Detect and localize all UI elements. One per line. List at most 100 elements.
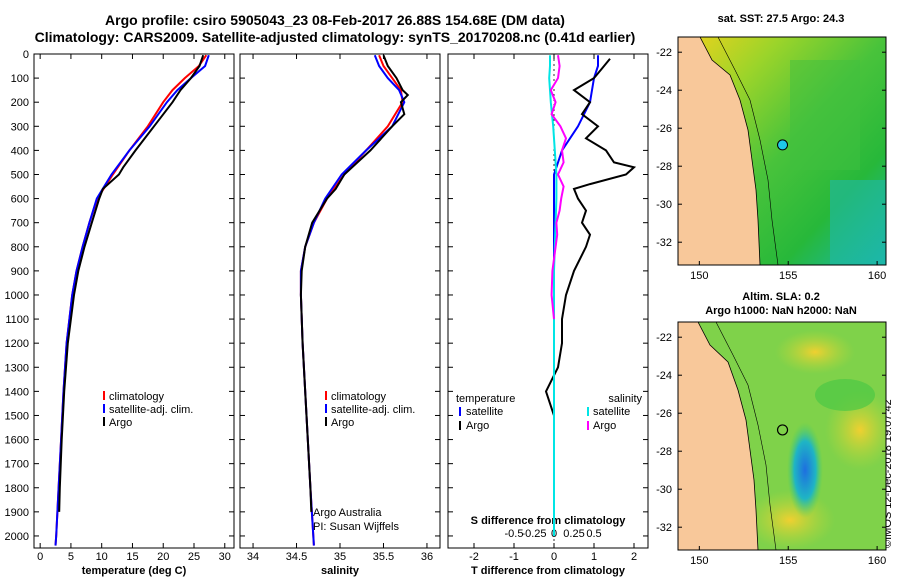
depth-tick-label: 1400: [5, 386, 29, 398]
x-tick-label: 1: [591, 551, 597, 563]
x-tick-label: 34.5: [286, 551, 307, 563]
map-lat-label: -26: [656, 123, 672, 135]
legend-label: satellite: [593, 406, 630, 418]
chart-title-line1: Argo profile: csiro 5905043_23 08-Feb-20…: [105, 12, 565, 28]
legend-label: Argo: [331, 417, 354, 429]
map-lat-label: -32: [656, 522, 672, 534]
x-tick-label: 0: [37, 551, 43, 563]
x-tick-label: -2: [469, 551, 479, 563]
x-tick-label: 5: [68, 551, 74, 563]
legend-label: satellite: [466, 406, 503, 418]
sst-float-marker: [777, 139, 789, 151]
legend-label: satellite-adj. clim.: [331, 404, 415, 416]
sst-map: [678, 37, 886, 265]
x-tick-label: 36: [421, 551, 433, 563]
x-axis-label: salinity: [321, 565, 360, 577]
map-lat-label: -28: [656, 446, 672, 458]
depth-tick-label: 1600: [5, 435, 29, 447]
map-lat-label: -30: [656, 484, 672, 496]
series-line-climatology: [299, 54, 404, 546]
x-axis-label: temperature (deg C): [82, 565, 187, 577]
depth-tick-label: 1300: [5, 362, 29, 374]
sst-map-title: sat. SST: 27.5 Argo: 24.3: [717, 13, 845, 25]
sla-land: [678, 322, 758, 550]
series-line-satellite-adj-clim-: [54, 54, 210, 546]
map-lat-label: -22: [656, 47, 672, 59]
map-lat-label: -22: [656, 332, 672, 344]
sla-float-marker: [776, 424, 789, 436]
x-tick-label: -1: [509, 551, 519, 563]
sla-map-title-line2: Argo h1000: NaN h2000: NaN: [705, 305, 857, 317]
x-tick-label: 2: [631, 551, 637, 563]
map-lon-label: 160: [868, 270, 886, 282]
depth-tick-label: 900: [11, 266, 29, 278]
depth-tick-label: 1700: [5, 459, 29, 471]
series-line-salinity-satellite: [548, 55, 558, 536]
x-tick-label: 34: [247, 551, 259, 563]
series-line-salinity-argo: [549, 55, 568, 320]
depth-tick-label: 800: [11, 242, 29, 254]
legend-label: Argo: [109, 417, 132, 429]
legend-heading-salinity: salinity: [608, 393, 642, 405]
map-lon-label: 160: [868, 555, 886, 567]
map-lat-label: -26: [656, 408, 672, 420]
salinity-panel: [239, 53, 441, 549]
depth-tick-label: 1800: [5, 483, 29, 495]
series-line-climatology: [54, 54, 208, 546]
map-lat-label: -24: [656, 370, 672, 382]
map-lat-label: -30: [656, 199, 672, 211]
legend-label: satellite-adj. clim.: [109, 404, 193, 416]
map-lon-label: 150: [690, 555, 708, 567]
depth-tick-label: 1100: [5, 314, 29, 326]
x-axis-label: T difference from climatology: [471, 565, 626, 577]
x-tick-label: 20: [157, 551, 169, 563]
chart-title-line2: Climatology: CARS2009. Satellite-adjuste…: [34, 29, 636, 45]
depth-tick-label: 0: [23, 49, 29, 61]
map-lat-label: -24: [656, 85, 672, 97]
depth-tick-label: 600: [11, 194, 29, 206]
map-lon-label: 155: [779, 555, 797, 567]
depth-tick-label: 700: [11, 218, 29, 230]
temperature-panel: [33, 53, 235, 549]
legend-heading-temperature: temperature: [456, 393, 515, 405]
x-tick-label: 35.5: [373, 551, 394, 563]
legend-label: climatology: [109, 391, 165, 403]
depth-tick-label: 1200: [5, 338, 29, 350]
map-lat-label: -28: [656, 161, 672, 173]
map-lon-label: 150: [690, 270, 708, 282]
series-line-argo: [58, 54, 205, 512]
depth-tick-label: 400: [11, 145, 29, 157]
depth-tick-label: 200: [11, 97, 29, 109]
x-tick-label: 30: [219, 551, 231, 563]
series-line-argo: [299, 54, 410, 512]
depth-tick-label: 1000: [5, 290, 29, 302]
series-line-temperature-argo: [544, 58, 637, 512]
map-lat-label: -32: [656, 237, 672, 249]
x-tick-label: 35: [334, 551, 346, 563]
legend-label: Argo: [593, 420, 616, 432]
depth-tick-label: 100: [11, 73, 29, 85]
x-tick-label: 10: [96, 551, 108, 563]
depth-tick-label: 2000: [5, 531, 29, 543]
depth-tick-label: 1900: [5, 507, 29, 519]
s-tick-label: -0.25: [521, 528, 546, 540]
x-tick-label: 0: [551, 551, 557, 563]
depth-tick-label: 1500: [5, 410, 29, 422]
s-axis-label: S difference from climatology: [471, 515, 627, 527]
depth-tick-label: 300: [11, 121, 29, 133]
sst-land: [678, 37, 760, 265]
legend-label: Argo: [466, 420, 489, 432]
legend-label: climatology: [331, 391, 387, 403]
sla-map-title-line1: Altim. SLA: 0.2: [742, 291, 820, 303]
map-lon-label: 155: [779, 270, 797, 282]
credit-line1: Argo Australia: [313, 507, 382, 519]
sla-map: [678, 322, 886, 550]
credit-line2: PI: Susan Wijffels: [313, 521, 399, 533]
s-tick-label: 0.5: [586, 528, 601, 540]
difference-panel: [447, 53, 649, 549]
s-tick-label: -0.5: [505, 528, 524, 540]
x-tick-label: 15: [126, 551, 138, 563]
s-tick-label: 0.25: [563, 528, 584, 540]
depth-tick-label: 500: [11, 169, 29, 181]
